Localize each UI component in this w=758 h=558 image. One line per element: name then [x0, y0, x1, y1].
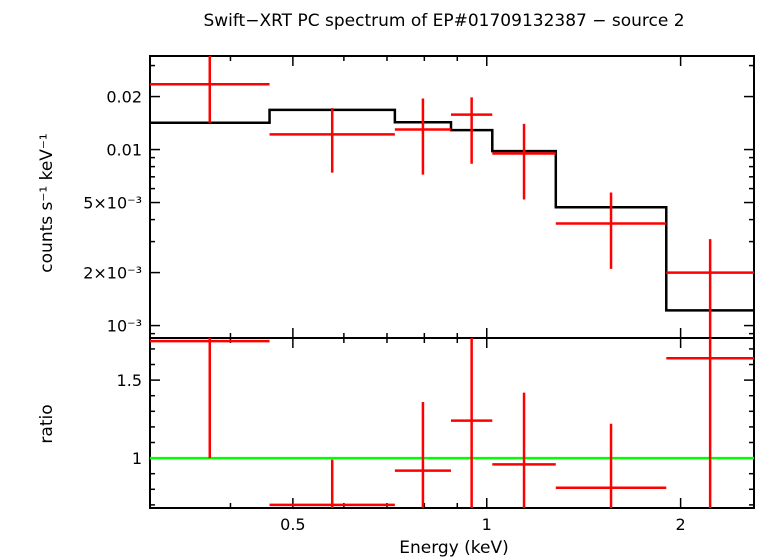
spectrum-y-tick-label: 5×10⁻³ [83, 194, 142, 213]
x-tick-label: 1 [482, 515, 492, 534]
spectrum-y-tick-label: 0.01 [106, 141, 142, 160]
ratio-data [150, 338, 754, 508]
ratio-y-tick-label: 1 [132, 449, 142, 468]
spectrum-y-tick-label: 0.02 [106, 88, 142, 107]
ratio-frame [149, 337, 755, 509]
spectrum-y-axis-label: counts s⁻¹ keV⁻¹ [37, 133, 57, 272]
model-step-line [150, 108, 754, 312]
spectrum-y-tick-label: 2×10⁻³ [83, 264, 142, 283]
x-tick-label: 2 [676, 515, 686, 534]
ratio-y-axis-label: ratio [37, 404, 57, 443]
spectrum-panel: 0.02 0.01 5×10⁻³ 2×10⁻³ 10⁻³ [83, 55, 755, 339]
ratio-y-tick-label: 1.5 [117, 371, 142, 390]
x-axis-label: Energy (keV) [399, 538, 509, 558]
x-tick-label: 0.5 [280, 515, 305, 534]
spectrum-data [150, 56, 754, 338]
spectrum-y-tick-label: 10⁻³ [107, 317, 142, 336]
spectrum-frame [149, 55, 755, 339]
chart-title: Swift−XRT PC spectrum of EP#01709132387 … [203, 11, 684, 31]
ratio-panel: 1.5 1 0.5 1 2 [117, 337, 755, 534]
